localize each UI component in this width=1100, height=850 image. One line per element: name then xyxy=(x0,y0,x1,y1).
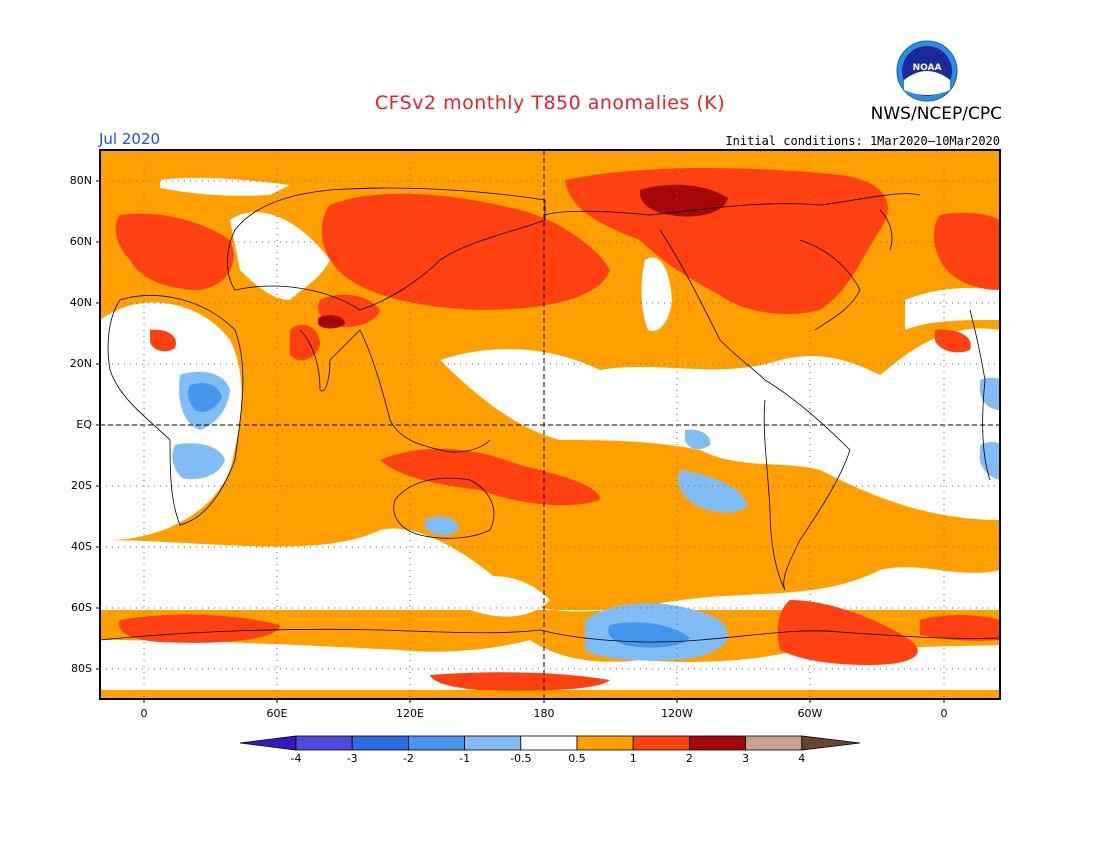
colorbar-swatch xyxy=(745,735,803,751)
lat-label: 80S xyxy=(71,662,92,675)
colorbar-label: -0.5 xyxy=(510,752,532,765)
agency-label: NWS/NCEP/CPC xyxy=(870,104,1002,124)
lat-label: EQ xyxy=(76,418,92,431)
cool-regions xyxy=(172,371,1000,661)
colorbar-low-arrow xyxy=(239,735,297,751)
noaa-logo: NOAA xyxy=(896,40,958,102)
lon-label: 60E xyxy=(266,707,288,720)
colorbar-swatch xyxy=(351,735,409,751)
logo-text: NOAA xyxy=(913,63,942,73)
colorbar-label: -1 xyxy=(459,752,471,765)
neutral-regions xyxy=(100,177,1000,690)
lat-label: 20N xyxy=(69,357,92,370)
colorbar-swatch xyxy=(464,735,522,751)
colorbar-swatch xyxy=(576,735,634,751)
colorbar-high-arrow xyxy=(801,735,861,751)
colorbar-label: -3 xyxy=(346,752,358,765)
colorbar-swatch xyxy=(632,735,690,751)
coastlines xyxy=(100,187,1000,643)
lat-label: 20S xyxy=(71,479,92,492)
lat-label: 40N xyxy=(69,296,92,309)
lon-label: 120W xyxy=(661,707,693,720)
lat-label: 60N xyxy=(69,235,92,248)
lon-label: 0 xyxy=(140,707,148,720)
tick-marks xyxy=(96,180,945,703)
lon-label: 60W xyxy=(797,707,823,720)
colorbar-label: -2 xyxy=(402,752,414,765)
colorbar-label: 4 xyxy=(798,752,806,765)
colorbar-label: 3 xyxy=(742,752,750,765)
month-label: Jul 2020 xyxy=(99,130,161,148)
lon-label: 0 xyxy=(940,707,948,720)
lat-label: 60S xyxy=(71,601,92,614)
lon-label: 180 xyxy=(533,707,555,720)
lat-label: 80N xyxy=(69,174,92,187)
colorbar-swatch xyxy=(520,735,578,751)
colorbar-label: 2 xyxy=(685,752,693,765)
colorbar-swatch xyxy=(407,735,465,751)
lat-label: 40S xyxy=(71,540,92,553)
colorbar-swatch xyxy=(689,735,747,751)
reference-lines xyxy=(100,150,1000,699)
initial-conditions: Initial conditions: 1Mar2020–10Mar2020 xyxy=(725,134,1000,148)
seagull-icon xyxy=(904,71,950,95)
lon-label: 120E xyxy=(396,707,424,720)
graticule xyxy=(100,150,1000,699)
colorbar-label: -4 xyxy=(290,752,302,765)
colorbar xyxy=(239,735,861,751)
colorbar-label: 0.5 xyxy=(568,752,586,765)
colorbar-label: 1 xyxy=(629,752,637,765)
chart-title: CFSv2 monthly T850 anomalies (K) xyxy=(374,92,726,114)
colorbar-swatch xyxy=(295,735,353,751)
